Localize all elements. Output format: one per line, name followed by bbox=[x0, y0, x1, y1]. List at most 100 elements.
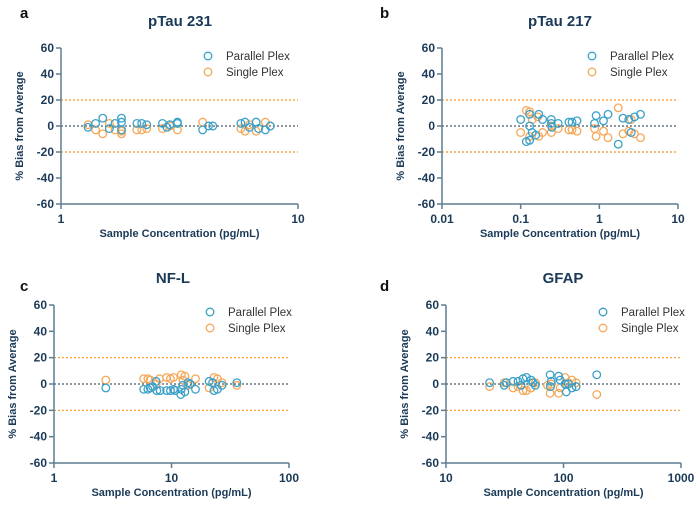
y-axis-label: % Bias from Average bbox=[395, 71, 407, 180]
single-plex-point bbox=[530, 378, 540, 388]
y-tick-label: -60 bbox=[422, 456, 440, 470]
single-plex-point bbox=[546, 128, 556, 137]
single-plex-point bbox=[217, 378, 227, 388]
parallel-plex-point bbox=[139, 384, 149, 394]
x-tick-label: 0.1 bbox=[512, 212, 529, 226]
parallel-plex-point bbox=[618, 113, 628, 123]
parallel-plex-point bbox=[525, 135, 535, 145]
legend-marker bbox=[203, 51, 213, 61]
single-plex-point bbox=[251, 126, 261, 136]
parallel-plex-point bbox=[110, 118, 120, 128]
parallel-plex-point bbox=[183, 378, 193, 388]
legend-marker bbox=[205, 323, 215, 333]
single-plex-point bbox=[516, 128, 526, 137]
x-tick-label: 10 bbox=[671, 212, 685, 226]
x-tick-label: 1 bbox=[58, 212, 65, 226]
x-tick-label: 100 bbox=[279, 471, 299, 485]
legend-marker bbox=[205, 307, 215, 317]
parallel-plex-point bbox=[603, 109, 613, 119]
x-tick-label: 1 bbox=[596, 212, 603, 226]
single-plex-point bbox=[98, 129, 108, 139]
y-tick-label: -40 bbox=[30, 430, 48, 444]
y-tick-label: 0 bbox=[428, 119, 435, 133]
parallel-plex-point bbox=[142, 120, 152, 130]
parallel-plex-point bbox=[232, 378, 242, 388]
x-tick-label: 10 bbox=[439, 471, 453, 485]
single-plex-point bbox=[636, 133, 645, 143]
parallel-plex-point bbox=[204, 121, 213, 131]
parallel-plex-point bbox=[626, 128, 636, 137]
y-tick-label: -40 bbox=[418, 171, 436, 185]
chart-panel-b: b pTau 217 60 40 20 0 -20 -40 -600.01 0.1 1 10 Sampl… bbox=[380, 5, 685, 240]
parallel-plex-point bbox=[624, 115, 634, 124]
legend-marker bbox=[203, 67, 213, 77]
y-tick-label: 60 bbox=[34, 298, 48, 312]
y-tick-label: -40 bbox=[422, 430, 440, 444]
y-tick-label: 60 bbox=[426, 298, 440, 312]
parallel-plex-point bbox=[528, 378, 538, 388]
parallel-plex-point bbox=[567, 117, 577, 127]
legend-marker bbox=[587, 67, 597, 77]
single-plex-point bbox=[572, 126, 582, 136]
x-tick-label: 100 bbox=[553, 471, 573, 485]
parallel-plex-point bbox=[217, 380, 227, 390]
parallel-plex-point bbox=[534, 109, 544, 119]
single-plex-point bbox=[485, 382, 495, 392]
y-axis-label: % Bias from Average bbox=[399, 329, 411, 438]
chart-panel-a: a pTau 231 60 40 20 0 -20 -40 -601 10 Sample Conce… bbox=[14, 5, 305, 240]
parallel-plex-point bbox=[98, 113, 108, 123]
single-plex-point bbox=[162, 372, 172, 382]
single-plex-point bbox=[104, 118, 114, 128]
parallel-plex-point bbox=[83, 122, 93, 132]
single-plex-point bbox=[591, 131, 601, 141]
single-plex-point bbox=[525, 107, 535, 117]
parallel-plex-point bbox=[162, 122, 172, 132]
parallel-plex-point bbox=[104, 124, 114, 134]
parallel-plex-point bbox=[499, 380, 509, 390]
single-plex-point bbox=[508, 383, 518, 393]
parallel-plex-point bbox=[117, 125, 126, 135]
chart-title: pTau 217 bbox=[528, 13, 592, 30]
panel-letter: d bbox=[380, 278, 389, 295]
chart-title: pTau 231 bbox=[148, 13, 212, 30]
chart-title: GFAP bbox=[543, 270, 584, 287]
single-plex-point bbox=[618, 129, 628, 139]
single-plex-point bbox=[521, 386, 531, 396]
single-plex-point bbox=[91, 125, 101, 135]
single-plex-point bbox=[232, 380, 242, 390]
single-plex-point bbox=[139, 374, 149, 384]
parallel-plex-point bbox=[240, 117, 250, 127]
y-tick-label: -60 bbox=[30, 456, 48, 470]
y-tick-label: 40 bbox=[422, 67, 436, 81]
x-tick-label: 10 bbox=[165, 471, 179, 485]
y-tick-label: -20 bbox=[418, 145, 436, 159]
legend-label: Parallel Plex bbox=[610, 51, 674, 63]
parallel-plex-point bbox=[613, 139, 623, 149]
single-plex-point bbox=[110, 125, 120, 135]
y-tick-label: -20 bbox=[37, 145, 55, 159]
y-tick-label: 60 bbox=[422, 41, 436, 55]
single-plex-point bbox=[142, 124, 152, 134]
single-plex-point bbox=[553, 124, 563, 134]
legend-label: Single Plex bbox=[610, 67, 668, 79]
x-axis-label: Sample Concentration (pg/mL) bbox=[483, 487, 643, 499]
parallel-plex-point bbox=[208, 121, 218, 131]
parallel-plex-point bbox=[485, 378, 495, 388]
legend-label: Parallel Plex bbox=[226, 51, 290, 63]
x-axis-label: Sample Concentration (pg/mL) bbox=[99, 228, 259, 240]
parallel-plex-point bbox=[572, 116, 582, 126]
legend-label: Single Plex bbox=[226, 67, 284, 79]
parallel-plex-point bbox=[546, 376, 556, 386]
y-tick-label: -20 bbox=[422, 403, 440, 417]
parallel-plex-point bbox=[185, 379, 195, 389]
legend-marker bbox=[587, 51, 597, 61]
y-tick-label: 20 bbox=[422, 93, 436, 107]
parallel-plex-point bbox=[599, 116, 608, 126]
parallel-plex-point bbox=[531, 130, 541, 140]
y-axis-label: % Bias from Average bbox=[14, 71, 26, 180]
parallel-plex-point bbox=[155, 386, 165, 396]
single-plex-point bbox=[132, 125, 142, 135]
x-axis-label: Sample Concentration (pg/mL) bbox=[91, 487, 251, 499]
